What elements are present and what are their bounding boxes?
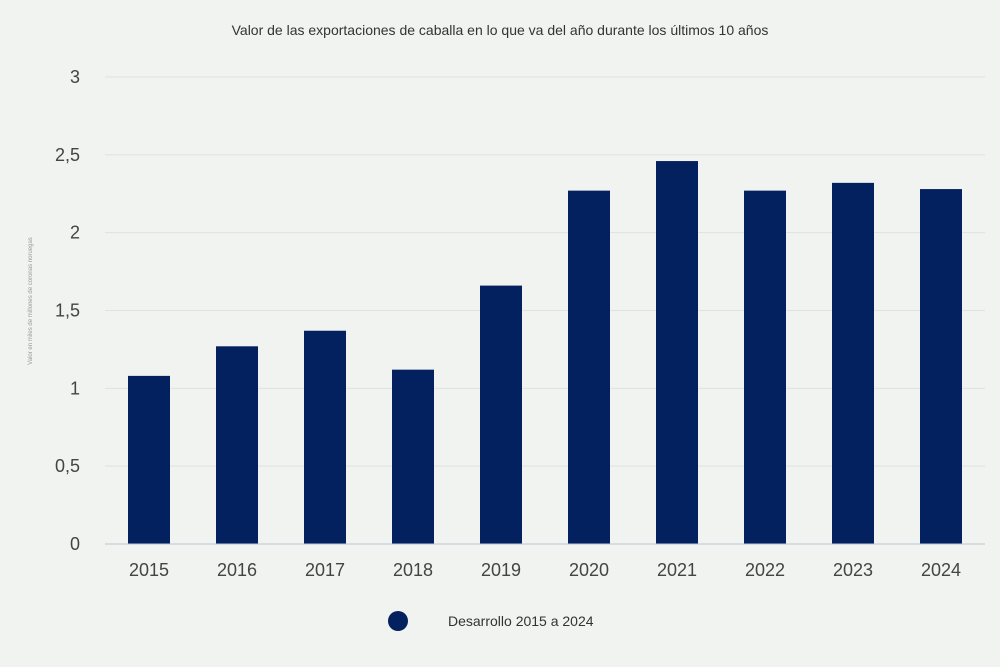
x-tick-label: 2020 — [569, 560, 609, 580]
y-tick-label: 2 — [70, 223, 80, 243]
bar — [392, 369, 434, 544]
y-tick-label: 1,5 — [55, 301, 80, 321]
bar — [920, 189, 962, 544]
chart-title: Valor de las exportaciones de caballa en… — [231, 22, 769, 38]
y-tick-label: 0 — [70, 534, 80, 554]
x-tick-label: 2024 — [921, 560, 961, 580]
bar — [656, 161, 698, 544]
x-tick-label: 2015 — [129, 560, 169, 580]
x-tick-label: 2016 — [217, 560, 257, 580]
legend-label: Desarrollo 2015 a 2024 — [448, 613, 594, 629]
bar — [128, 375, 170, 544]
axes: 0 0,5 1 1,5 2 2,5 3 2015 2016 2017 2018 2019 2020 202… — [55, 67, 985, 580]
bars — [128, 161, 962, 545]
bar — [568, 190, 610, 545]
y-tick-label: 0,5 — [55, 456, 80, 476]
bar — [480, 285, 522, 544]
y-tick-label: 1 — [70, 378, 80, 398]
bar — [744, 190, 786, 545]
legend-swatch-icon — [388, 611, 408, 631]
bar — [216, 346, 258, 544]
x-tick-label: 2017 — [305, 560, 345, 580]
y-tick-label: 3 — [70, 67, 80, 87]
x-tick-label: 2021 — [657, 560, 697, 580]
y-tick-label: 2,5 — [55, 145, 80, 165]
x-tick-label: 2022 — [745, 560, 785, 580]
bar — [832, 182, 874, 544]
x-tick-label: 2019 — [481, 560, 521, 580]
bar — [304, 330, 346, 544]
x-tick-label: 2018 — [393, 560, 433, 580]
x-tick-label: 2023 — [833, 560, 873, 580]
legend[interactable]: Desarrollo 2015 a 2024 — [388, 610, 594, 632]
